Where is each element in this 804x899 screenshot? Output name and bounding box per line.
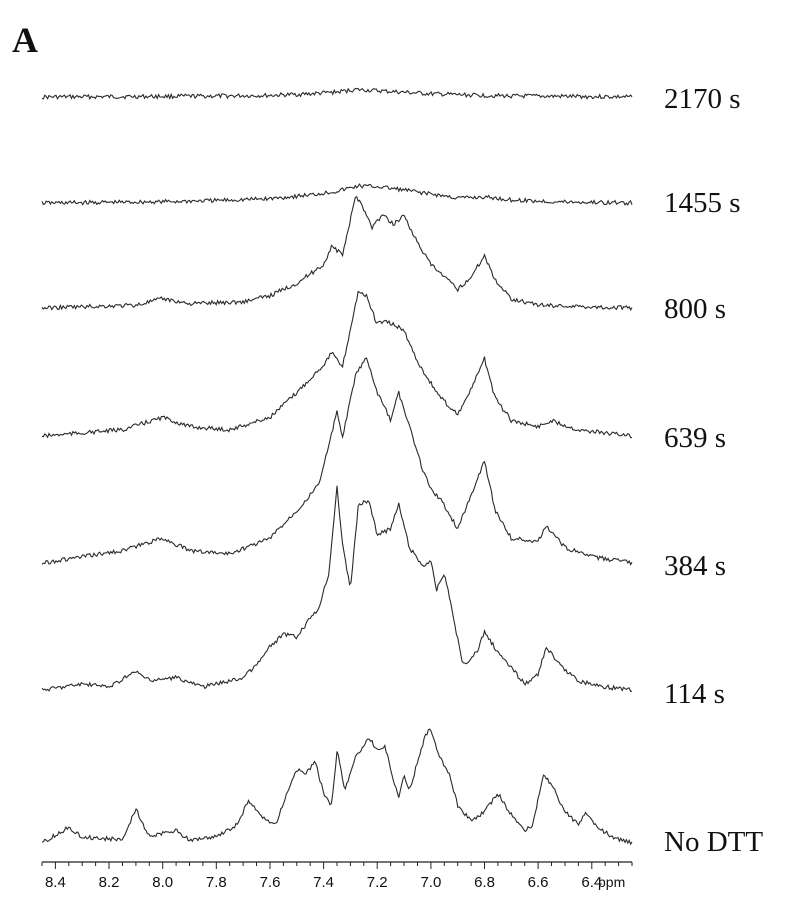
trace-labels: 2170 s 1455 s 800 s 639 s 384 s 114 s No DTT xyxy=(664,83,763,858)
x-tick-label: 6.4 xyxy=(581,874,602,891)
spectrum-trace-6 xyxy=(41,728,633,846)
x-tick-label: 7.6 xyxy=(260,874,281,891)
x-tick-label: 6.8 xyxy=(474,874,495,891)
x-axis-ticks: 8.4 8.2 8.0 7.8 7.6 7.4 7.2 7.0 6.8 6.6 6.4 xyxy=(41,862,633,891)
spectra-traces xyxy=(41,87,633,846)
trace-label-5: 114 s xyxy=(664,678,725,710)
x-tick-label: 8.2 xyxy=(99,874,120,891)
trace-label-3: 639 s xyxy=(664,422,726,454)
x-tick-label: 8.4 xyxy=(45,874,66,891)
x-tick-label: 7.2 xyxy=(367,874,388,891)
spectrum-trace-1 xyxy=(41,183,633,206)
panel-label: A xyxy=(12,20,38,60)
x-tick-label: 8.0 xyxy=(152,874,173,891)
spectrum-trace-3 xyxy=(41,290,633,439)
spectrum-trace-2 xyxy=(41,195,633,312)
trace-label-0: 2170 s xyxy=(664,83,741,115)
x-axis-unit-label: ppm xyxy=(598,874,625,890)
x-tick-label: 7.4 xyxy=(313,874,334,891)
x-tick-label: 7.0 xyxy=(420,874,441,891)
spectrum-trace-4 xyxy=(41,357,633,566)
x-axis: 8.4 8.2 8.0 7.8 7.6 7.4 7.2 7.0 6.8 6.6 6.4 ppm xyxy=(41,861,633,891)
spectrum-trace-5 xyxy=(41,485,633,693)
spectrum-trace-0 xyxy=(41,87,633,101)
trace-label-4: 384 s xyxy=(664,550,726,582)
trace-label-2: 800 s xyxy=(664,293,726,325)
x-tick-label: 6.6 xyxy=(528,874,549,891)
trace-label-1: 1455 s xyxy=(664,187,741,219)
x-tick-label: 7.8 xyxy=(206,874,227,891)
trace-label-6: No DTT xyxy=(664,826,763,858)
